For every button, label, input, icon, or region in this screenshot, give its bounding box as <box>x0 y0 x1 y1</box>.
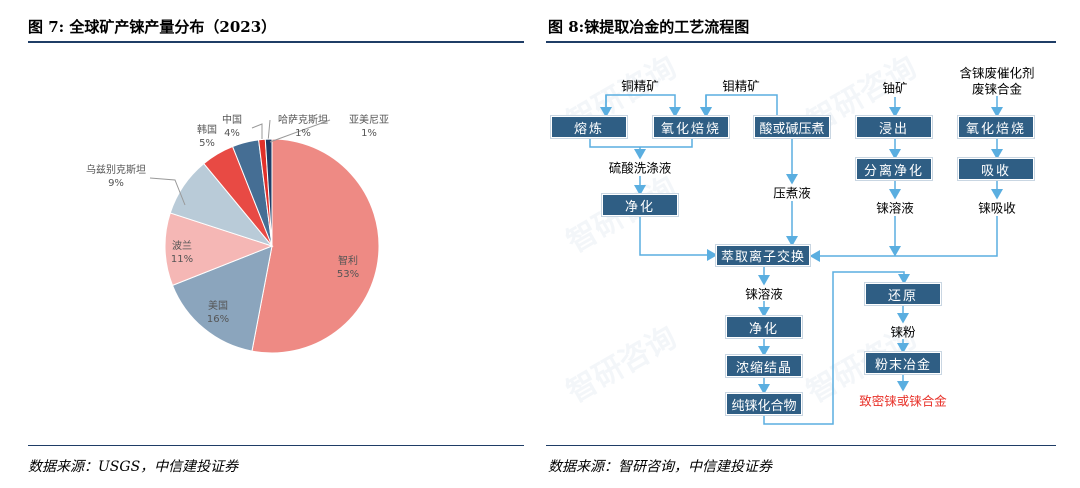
title-rule <box>28 41 524 43</box>
box-oxidative-roasting-2: 氧化焙烧 <box>958 116 1034 138</box>
text-rhenium-absorbed: 铼吸收 <box>978 200 1016 216</box>
text-pressure-liquor: 压煮液 <box>773 185 811 201</box>
pie-slice-0 <box>251 138 380 354</box>
slice-percent: 53% <box>336 269 360 280</box>
slice-name: 波兰 <box>171 241 192 252</box>
slice-percent: 16% <box>206 314 230 325</box>
left-source: 数据来源：USGS，中信建投证券 <box>28 459 239 475</box>
box-leaching: 浸出 <box>856 116 932 138</box>
box-separation-purification: 分离净化 <box>856 158 932 180</box>
text-rhenium-solution: 铼溶液 <box>876 200 914 216</box>
slice-label: 哈萨克斯坦 1% <box>278 114 328 140</box>
footer-rule <box>546 445 1056 446</box>
input-uranium-ore: 铀矿 <box>882 80 908 96</box>
box-pressure-leaching: 酸或碱压煮 <box>754 116 830 138</box>
box-powder-metallurgy: 粉末冶金 <box>865 352 941 374</box>
input-scrap-alloy: 废铼合金 <box>971 81 1023 97</box>
text-rhenium-powder: 铼粉 <box>890 324 916 340</box>
box-smelting: 熔炼 <box>551 116 627 138</box>
slice-label: 美国 16% <box>207 300 229 326</box>
slice-name: 哈萨克斯坦 <box>278 115 328 126</box>
right-figure-title: 图 8:铼提取冶金的工艺流程图 <box>548 18 750 36</box>
slice-name: 亚美尼亚 <box>349 115 389 126</box>
leader-line <box>251 123 263 142</box>
slice-percent: 1% <box>295 128 311 139</box>
right-source: 数据来源：智研咨询，中信建投证券 <box>548 459 772 475</box>
slice-label: 韩国 5% <box>197 124 217 150</box>
slice-label: 中国 4% <box>222 114 242 140</box>
leader-line <box>269 119 331 143</box>
leader-line <box>267 119 271 143</box>
input-molybdenum-concentrate: 钼精矿 <box>722 78 760 94</box>
slice-percent: 4% <box>224 128 240 139</box>
pie-chart <box>149 119 380 354</box>
box-oxidative-roasting: 氧化焙烧 <box>653 116 729 138</box>
slice-percent: 5% <box>199 138 215 149</box>
title-rule <box>546 41 1056 43</box>
box-purification-2: 净化 <box>726 316 802 338</box>
slice-label: 亚美尼亚 1% <box>349 114 389 140</box>
slice-label: 乌兹别克斯坦 9% <box>86 164 146 190</box>
pie-slice-2 <box>164 212 274 287</box>
box-absorption: 吸收 <box>958 158 1034 180</box>
slice-label: 波兰 11% <box>171 240 193 266</box>
input-spent-catalyst: 含铼废催化剂 <box>959 65 1035 81</box>
left-figure-title: 图 7: 全球矿产铼产量分布（2023） <box>28 18 277 36</box>
text-rhenium-solution-2: 铼溶液 <box>745 286 783 302</box>
slice-name: 美国 <box>207 301 228 312</box>
slice-name: 智利 <box>337 256 358 267</box>
footer-rule <box>28 445 524 446</box>
slice-label: 智利 53% <box>337 255 359 281</box>
leader-line <box>149 177 186 206</box>
pie-slice-7 <box>264 138 273 247</box>
slice-name: 乌兹别克斯坦 <box>86 165 146 176</box>
slice-name: 韩国 <box>197 125 217 136</box>
slice-name: 中国 <box>222 115 242 126</box>
box-extraction-ion-exchange: 萃取离子交换 <box>716 245 810 266</box>
input-copper-concentrate: 铜精矿 <box>621 78 659 94</box>
text-final-product: 致密铼或铼合金 <box>859 393 947 409</box>
slice-percent: 1% <box>361 128 377 139</box>
slice-percent: 9% <box>108 178 124 189</box>
box-pure-rhenium-compound: 纯铼化合物 <box>726 393 802 415</box>
box-purification-1: 净化 <box>602 194 678 216</box>
box-reduction: 还原 <box>865 283 941 305</box>
pie-slice-1 <box>171 245 273 352</box>
box-concentration-crystallization: 浓缩结晶 <box>726 355 802 377</box>
text-sulfuric-wash: 硫酸洗涤液 <box>608 160 672 176</box>
slice-percent: 11% <box>170 254 194 265</box>
